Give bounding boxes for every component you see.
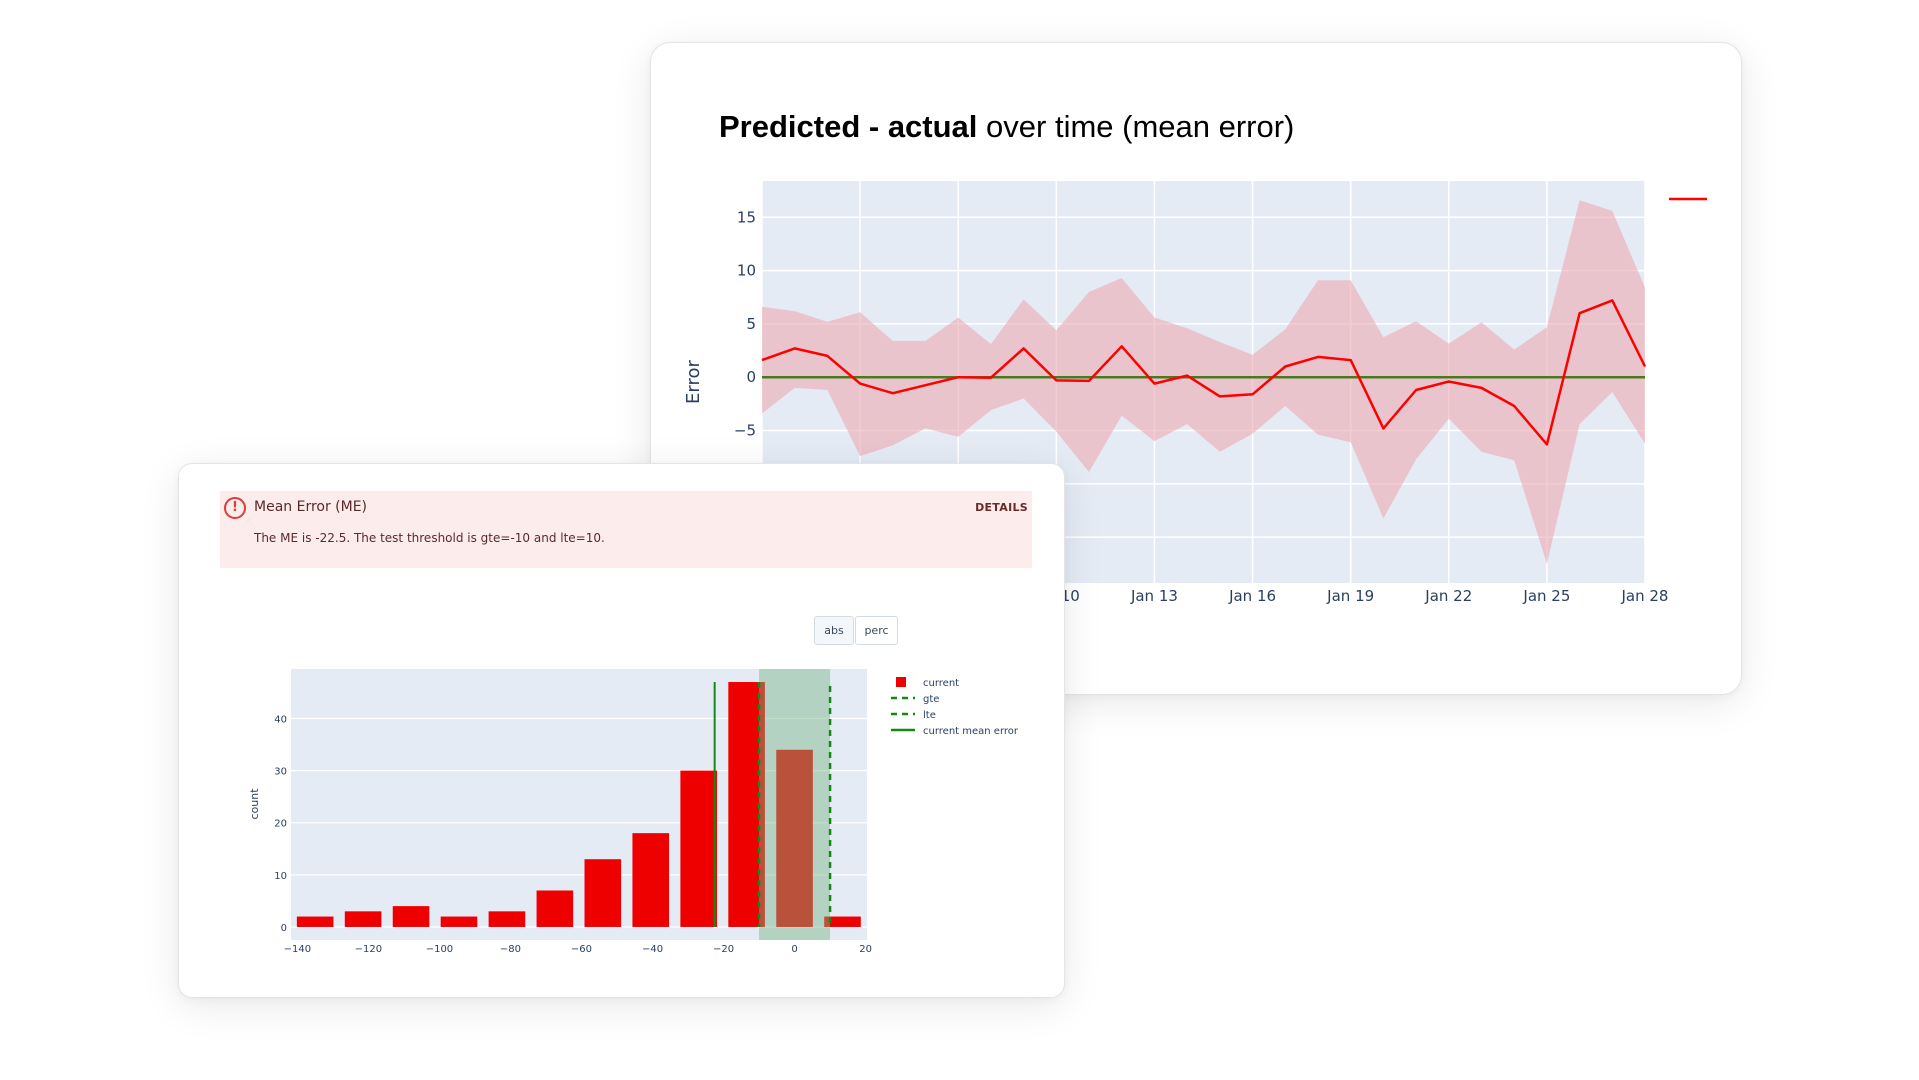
chart-title: Predicted - actual over time (mean error… (719, 109, 1294, 145)
x-tick-label: Jan 22 (1424, 587, 1472, 605)
x-tick-label: 20 (859, 944, 872, 955)
perc-toggle-button[interactable]: perc (855, 616, 898, 645)
x-tick-label: 0 (791, 944, 797, 955)
y-tick-label: −5 (734, 422, 756, 440)
x-tick-label: −60 (571, 944, 592, 955)
histogram-bar[interactable] (536, 890, 574, 927)
x-tick-label: Jan 19 (1326, 587, 1374, 605)
x-tick-label: −80 (500, 944, 521, 955)
x-tick-label: Jan 13 (1130, 587, 1178, 605)
histogram-bar[interactable] (584, 859, 622, 927)
x-tick-label: −100 (426, 944, 453, 955)
legend-square-icon[interactable] (896, 677, 906, 687)
histogram-bar[interactable] (680, 770, 717, 927)
histogram-bar[interactable] (344, 911, 382, 927)
x-tick-label: −120 (355, 944, 382, 955)
y-axis-label: count (248, 788, 261, 820)
x-tick-label: Jan 25 (1522, 587, 1570, 605)
legend-item-label[interactable]: current mean error (923, 726, 1019, 737)
plot-area (291, 669, 867, 940)
alert-banner: ! Mean Error (ME) DETAILS The ME is -22.… (220, 491, 1032, 568)
histogram-bar[interactable] (296, 916, 334, 927)
y-tick-label: 0 (746, 368, 756, 386)
y-tick-label: 10 (737, 262, 756, 280)
x-tick-label: −20 (713, 944, 734, 955)
details-button[interactable]: DETAILS (975, 501, 1028, 514)
chart-title-rest: over time (mean error) (977, 109, 1295, 144)
histogram-bar[interactable] (824, 916, 861, 927)
legend-item-label[interactable]: lte (923, 710, 936, 721)
x-tick-label: Jan 16 (1228, 587, 1276, 605)
y-tick-label: 5 (746, 315, 756, 333)
y-tick-label: 40 (274, 715, 287, 726)
mean-error-line (761, 299, 1647, 446)
chart-title-bold: Predicted - actual (719, 109, 978, 144)
y-tick-label: 15 (737, 208, 756, 226)
histogram-bar[interactable] (488, 911, 526, 927)
alert-circle-icon: ! (224, 497, 246, 519)
histogram-chart[interactable]: 0 10 20 30 40 −140 −120 −100 −80 −60 −40 −20 0 20 coun… (179, 464, 1064, 997)
confidence-band (762, 200, 1645, 564)
abs-toggle-button[interactable]: abs (814, 616, 854, 645)
y-tick-label: 30 (274, 767, 287, 778)
histogram-bar[interactable] (392, 906, 430, 927)
mean-error-test-card: ! Mean Error (ME) DETAILS The ME is -22.… (178, 463, 1065, 998)
alert-title: Mean Error (ME) (254, 499, 368, 515)
y-tick-label: 0 (281, 923, 287, 934)
histogram-bar[interactable] (632, 833, 670, 927)
x-tick-label: −40 (642, 944, 663, 955)
y-axis-label: Error (683, 359, 704, 403)
y-tick-label: 10 (274, 871, 287, 882)
x-tick-label: −140 (284, 944, 311, 955)
legend-item-label[interactable]: current (923, 678, 959, 689)
y-tick-label: 20 (274, 819, 287, 830)
threshold-band (759, 669, 831, 940)
alert-message: The ME is -22.5. The test threshold is g… (254, 531, 605, 545)
legend-item-label[interactable]: gte (923, 694, 939, 705)
histogram-bar[interactable] (440, 916, 478, 927)
histogram-bar[interactable] (776, 749, 813, 927)
x-tick-label: Jan 28 (1621, 587, 1669, 605)
